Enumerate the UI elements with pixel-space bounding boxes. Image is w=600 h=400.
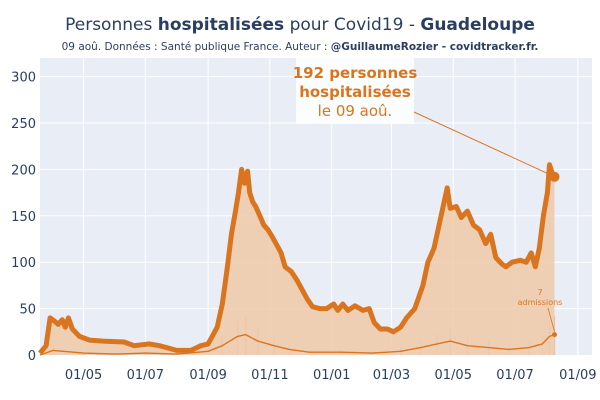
last-admission-marker: [552, 332, 558, 338]
hospitalisations-line: [38, 162, 557, 355]
y-tick-label-0: 0: [28, 349, 36, 364]
chart-title: Personnes hospitalisées pour Covid19 - G…: [65, 15, 535, 35]
y-tick-label-150: 150: [11, 210, 36, 225]
chart-title-part-1: Personnes: [65, 15, 158, 35]
annotation-date-line: le 09 aoû.: [318, 102, 393, 120]
y-tick-labels: 0 50 100 150 200 250 300: [11, 71, 36, 364]
chart-subtitle-part-2: @GuillaumeRozier - covidtracker.fr.: [331, 41, 539, 53]
annotation-box: [296, 58, 414, 124]
x-tick-label-6: 01/05: [435, 368, 472, 383]
hospitalisations-area: [40, 164, 555, 355]
chart-title-part-2: hospitalisées: [158, 15, 284, 35]
admissions-line: [39, 333, 555, 356]
x-tick-labels: 01/05 01/07 01/09 01/11 01/01 01/03 01/05 01/07…: [65, 368, 597, 383]
annotation-unit-line: hospitalisées: [299, 83, 411, 101]
grid-layer: [40, 58, 592, 355]
chart-title-part-4: Guadeloupe: [420, 15, 535, 35]
y-tick-label-250: 250: [11, 117, 36, 132]
y-tick-label-100: 100: [11, 256, 36, 271]
chart-subtitle: 09 aoû. Données : Santé publique France.…: [62, 41, 539, 53]
y-tick-label-300: 300: [11, 71, 36, 86]
x-tick-label-7: 01/07: [496, 368, 533, 383]
x-tick-label-4: 01/01: [313, 368, 350, 383]
x-tick-label-0: 01/05: [65, 368, 102, 383]
x-tick-label-3: 01/11: [251, 368, 288, 383]
annotation-value-line: 192 personnes: [293, 64, 418, 82]
x-tick-label-8: 01/09: [559, 368, 596, 383]
admissions-annotation-value: 7: [537, 288, 542, 297]
last-point-marker: [549, 171, 560, 182]
annotation-arrow: [413, 111, 551, 176]
y-tick-label-200: 200: [11, 163, 36, 178]
x-tick-label-1: 01/07: [127, 368, 164, 383]
admissions-annotation-arrow: [547, 307, 555, 332]
y-tick-label-50: 50: [19, 303, 36, 318]
admissions-annotation-label: admissions: [518, 298, 563, 307]
x-tick-label-5: 01/03: [373, 368, 410, 383]
chart-subtitle-part-1: 09 aoû. Données : Santé publique France.…: [62, 41, 331, 53]
chart-title-part-3: pour Covid19 -: [284, 15, 420, 35]
x-tick-label-2: 01/09: [189, 368, 226, 383]
